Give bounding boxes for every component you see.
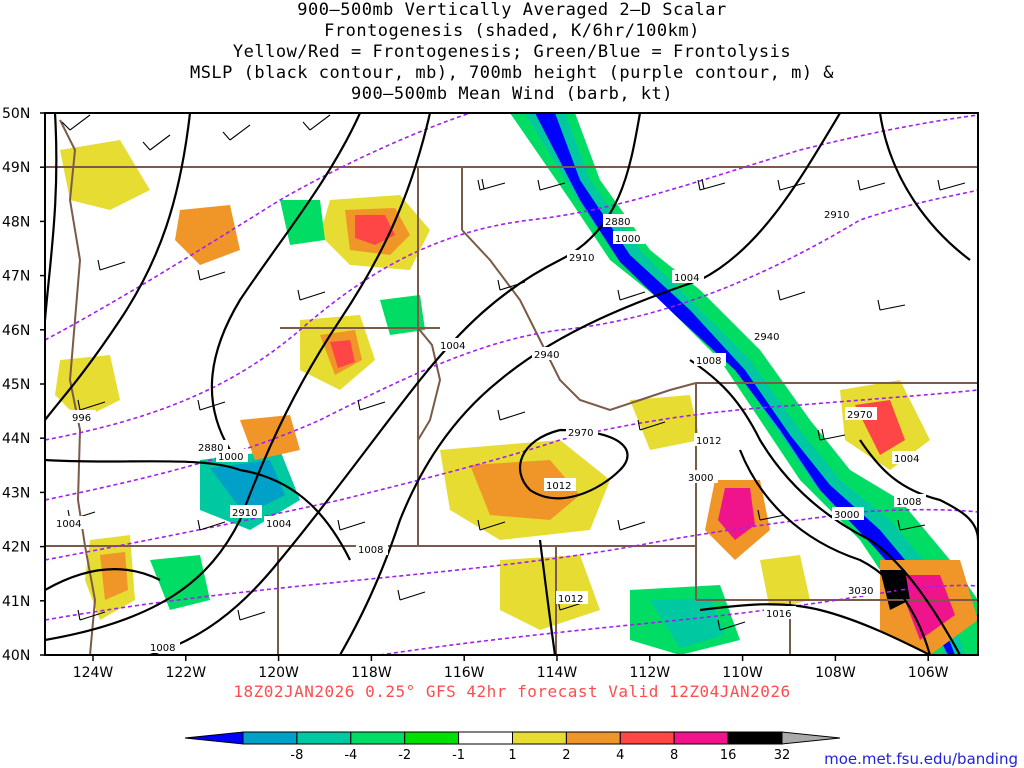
colorbar-swatch: [296, 731, 352, 745]
colorbar-min-arrow: [184, 731, 244, 745]
colorbar-tick-label: -4: [344, 748, 357, 763]
mslp-label: 1008: [696, 356, 721, 367]
lon-label: 110W: [722, 665, 763, 681]
height-label: 2880: [605, 217, 630, 228]
lat-label: 47N: [2, 269, 30, 285]
colorbar-tick-label: 2: [562, 748, 570, 763]
colorbar-swatch: [350, 731, 406, 745]
lat-label: 49N: [2, 160, 30, 176]
mslp-label: 1000: [615, 234, 640, 245]
colorbar-swatch: [242, 731, 298, 745]
height-label: 2910: [569, 253, 594, 264]
title-line-3: Yellow/Red = Frontogenesis; Green/Blue =…: [232, 42, 792, 62]
lat-label: 42N: [2, 540, 30, 556]
lon-label: 124W: [73, 665, 114, 681]
colorbar-swatch: [673, 731, 729, 745]
colorbar-tick-label: -2: [398, 748, 411, 763]
colorbar-tick-label: 1: [508, 748, 516, 763]
lat-label: 41N: [2, 594, 30, 610]
title-line-2: Frontogenesis (shaded, K/6hr/100km): [324, 21, 700, 41]
height-label: 2940: [754, 332, 779, 343]
lon-label: 118W: [351, 665, 392, 681]
height-label: 2910: [232, 508, 257, 519]
colorbar-tick-label: 4: [616, 748, 624, 763]
title-line-4: MSLP (black contour, mb), 700mb height (…: [189, 63, 835, 83]
lat-label: 48N: [2, 214, 30, 230]
colorbar-max-arrow: [781, 731, 841, 745]
mslp-label: 1004: [266, 519, 291, 530]
contour-labels: 1000 1004 1004 1008 1008 1012 1012 1016 …: [54, 207, 926, 654]
mslp-label: 1004: [674, 273, 699, 284]
mslp-label: 1000: [218, 452, 243, 463]
height-label: 2970: [568, 428, 593, 439]
mslp-label: 1016: [766, 609, 791, 620]
colorbar-swatch: [619, 731, 675, 745]
colorbar-swatch: [458, 731, 514, 745]
height-label: 2940: [534, 350, 559, 361]
mslp-label: 1004: [894, 454, 919, 465]
lat-label: 44N: [2, 431, 30, 447]
political-borders: [45, 119, 978, 655]
lon-label: 116W: [444, 665, 485, 681]
longitude-axis: 124W 122W 120W 118W 116W 114W 112W 110W 108W 106W: [73, 655, 949, 681]
height-label: 3030: [848, 586, 873, 597]
height-label: 2880: [198, 443, 223, 454]
lon-label: 108W: [815, 665, 856, 681]
colorbar-swatch: [727, 731, 783, 745]
mslp-label: 1004: [56, 519, 81, 530]
colorbar: -8 -4 -2 -1 1 2 4 8 16 32: [184, 731, 841, 763]
mslp-label: 1012: [696, 436, 721, 447]
colorbar-swatch: [565, 731, 621, 745]
latitude-axis: 50N 49N 48N 47N 46N 45N 44N 43N 42N 41N 40N: [2, 106, 45, 664]
lat-label: 50N: [2, 106, 30, 122]
lon-label: 112W: [630, 665, 671, 681]
title-line-5: 900–500mb Mean Wind (barb, kt): [350, 84, 674, 104]
lon-label: 106W: [908, 665, 949, 681]
lon-label: 120W: [258, 665, 299, 681]
mslp-contours: [45, 113, 978, 655]
forecast-valid-footer: 18Z02JAN2026 0.25° GFS 42hr forecast Val…: [233, 682, 791, 701]
mslp-label: 1012: [558, 594, 583, 605]
mslp-label: 1012: [546, 481, 571, 492]
colorbar-tick-label: -8: [290, 748, 303, 763]
height-label: 3000: [688, 473, 713, 484]
mslp-label: 1008: [896, 497, 921, 508]
wind-barbs: [61, 114, 966, 631]
colorbar-tick-label: -1: [452, 748, 465, 763]
lon-label: 122W: [166, 665, 207, 681]
lat-label: 46N: [2, 323, 30, 339]
height-contours: [45, 113, 978, 655]
colorbar-tick-label: 8: [670, 748, 678, 763]
height-label: 2970: [847, 410, 872, 421]
title-line-1: 900–500mb Vertically Averaged 2–D Scalar: [297, 0, 727, 20]
lat-label: 45N: [2, 377, 30, 393]
mslp-label: 996: [72, 413, 91, 424]
mslp-label: 1008: [150, 643, 175, 654]
height-label: 2910: [824, 210, 849, 221]
colorbar-tick-label: 32: [774, 748, 791, 763]
lon-label: 114W: [537, 665, 578, 681]
mslp-label: 1004: [440, 341, 465, 352]
colorbar-tick-label: 16: [720, 748, 737, 763]
height-label: 3000: [834, 510, 859, 521]
mslp-label: 1008: [358, 545, 383, 556]
colorbar-swatch: [404, 731, 460, 745]
website-link[interactable]: moe.met.fsu.edu/banding: [824, 750, 1018, 768]
colorbar-swatch: [512, 731, 567, 745]
lat-label: 40N: [2, 648, 30, 664]
lat-label: 43N: [2, 485, 30, 501]
